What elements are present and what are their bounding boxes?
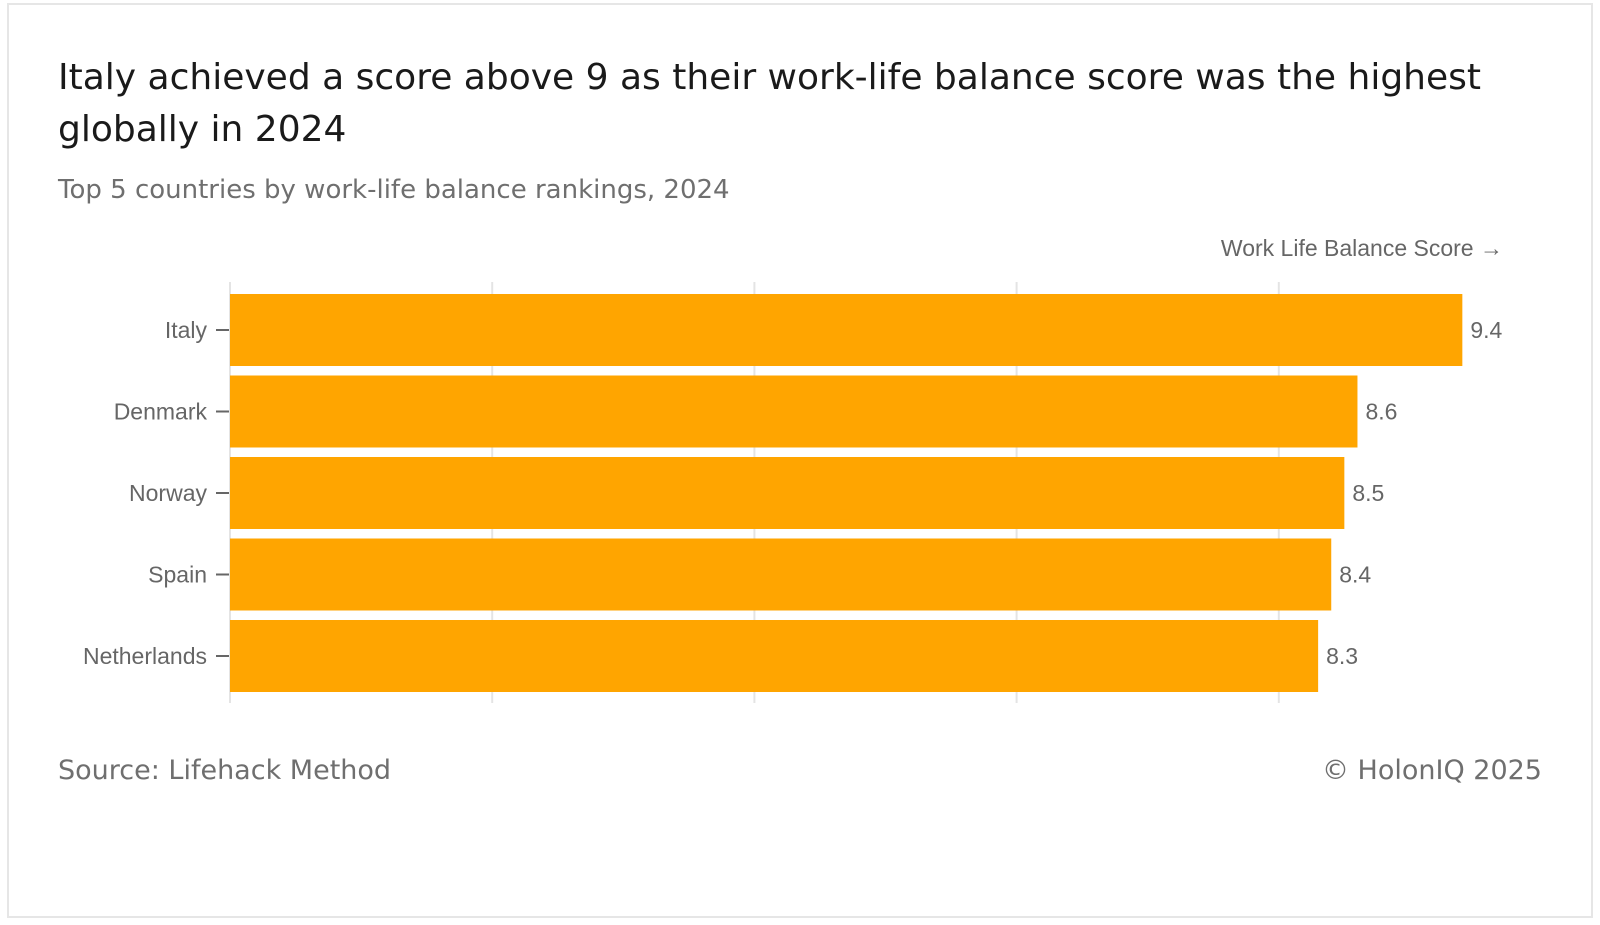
y-tick-label: Denmark: [114, 399, 208, 425]
bar-norway: [230, 457, 1345, 529]
data-label: 8.4: [1339, 562, 1371, 588]
data-label: 8.3: [1326, 643, 1358, 669]
y-tick-label: Spain: [148, 562, 207, 588]
source-note: Source: Lifehack Method: [58, 755, 392, 786]
bar-denmark: [230, 375, 1358, 448]
y-tick-label: Italy: [165, 317, 208, 343]
chart-subtitle: Top 5 countries by work-life balance ran…: [58, 175, 730, 205]
bar-netherlands: [230, 620, 1319, 692]
x-axis-title: Work Life Balance Score →: [1221, 235, 1503, 261]
data-label: 9.4: [1470, 317, 1502, 343]
y-tick-label: Norway: [129, 480, 207, 506]
bar-spain: [230, 538, 1332, 611]
y-tick-label: Netherlands: [83, 643, 207, 669]
bar-italy: [230, 294, 1463, 366]
data-label: 8.6: [1365, 399, 1397, 425]
data-label: 8.5: [1352, 480, 1384, 506]
chart-title: Italy achieved a score above 9 as their …: [58, 57, 1482, 150]
copyright-note: © HolonIQ 2025: [1321, 755, 1542, 786]
